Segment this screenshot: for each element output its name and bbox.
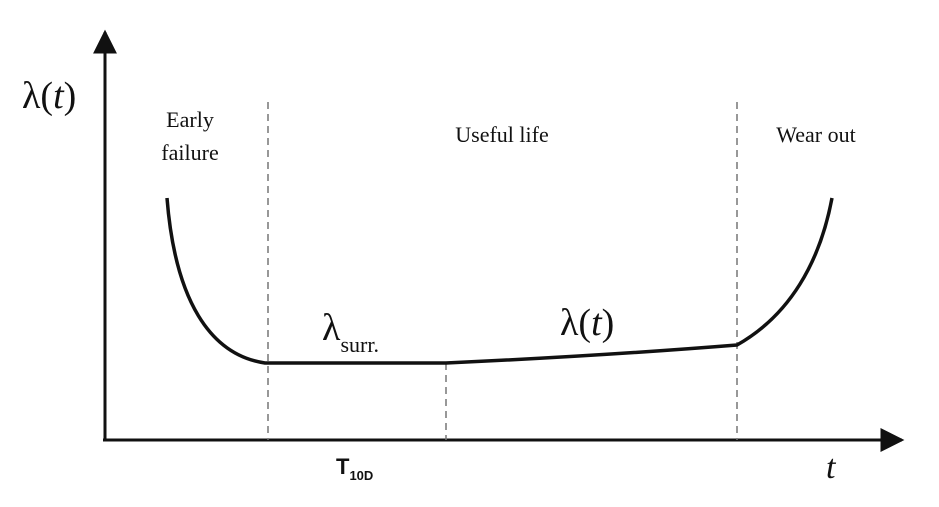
text: λ( <box>560 302 591 344</box>
text: surr. <box>340 332 379 357</box>
text: ) <box>64 75 77 117</box>
text: λ( <box>22 75 53 117</box>
text: λ <box>322 307 341 349</box>
region-label: failure <box>161 140 218 165</box>
bathtub-curve <box>165 197 834 365</box>
x-axis-label: t <box>826 449 837 486</box>
curve-label: λ(t) <box>560 302 614 344</box>
text: T <box>336 454 350 479</box>
y-axis-label: λ(t) <box>22 75 76 117</box>
text: t <box>591 302 603 344</box>
region-label: Wear out <box>776 122 855 147</box>
text: t <box>53 75 65 117</box>
text: ) <box>602 302 615 344</box>
region-label: Early <box>166 107 214 132</box>
curve-label: λsurr. <box>322 307 379 357</box>
text: 10D <box>349 468 373 483</box>
marker-label: T10D <box>336 454 373 483</box>
region-label: Useful life <box>455 122 548 147</box>
